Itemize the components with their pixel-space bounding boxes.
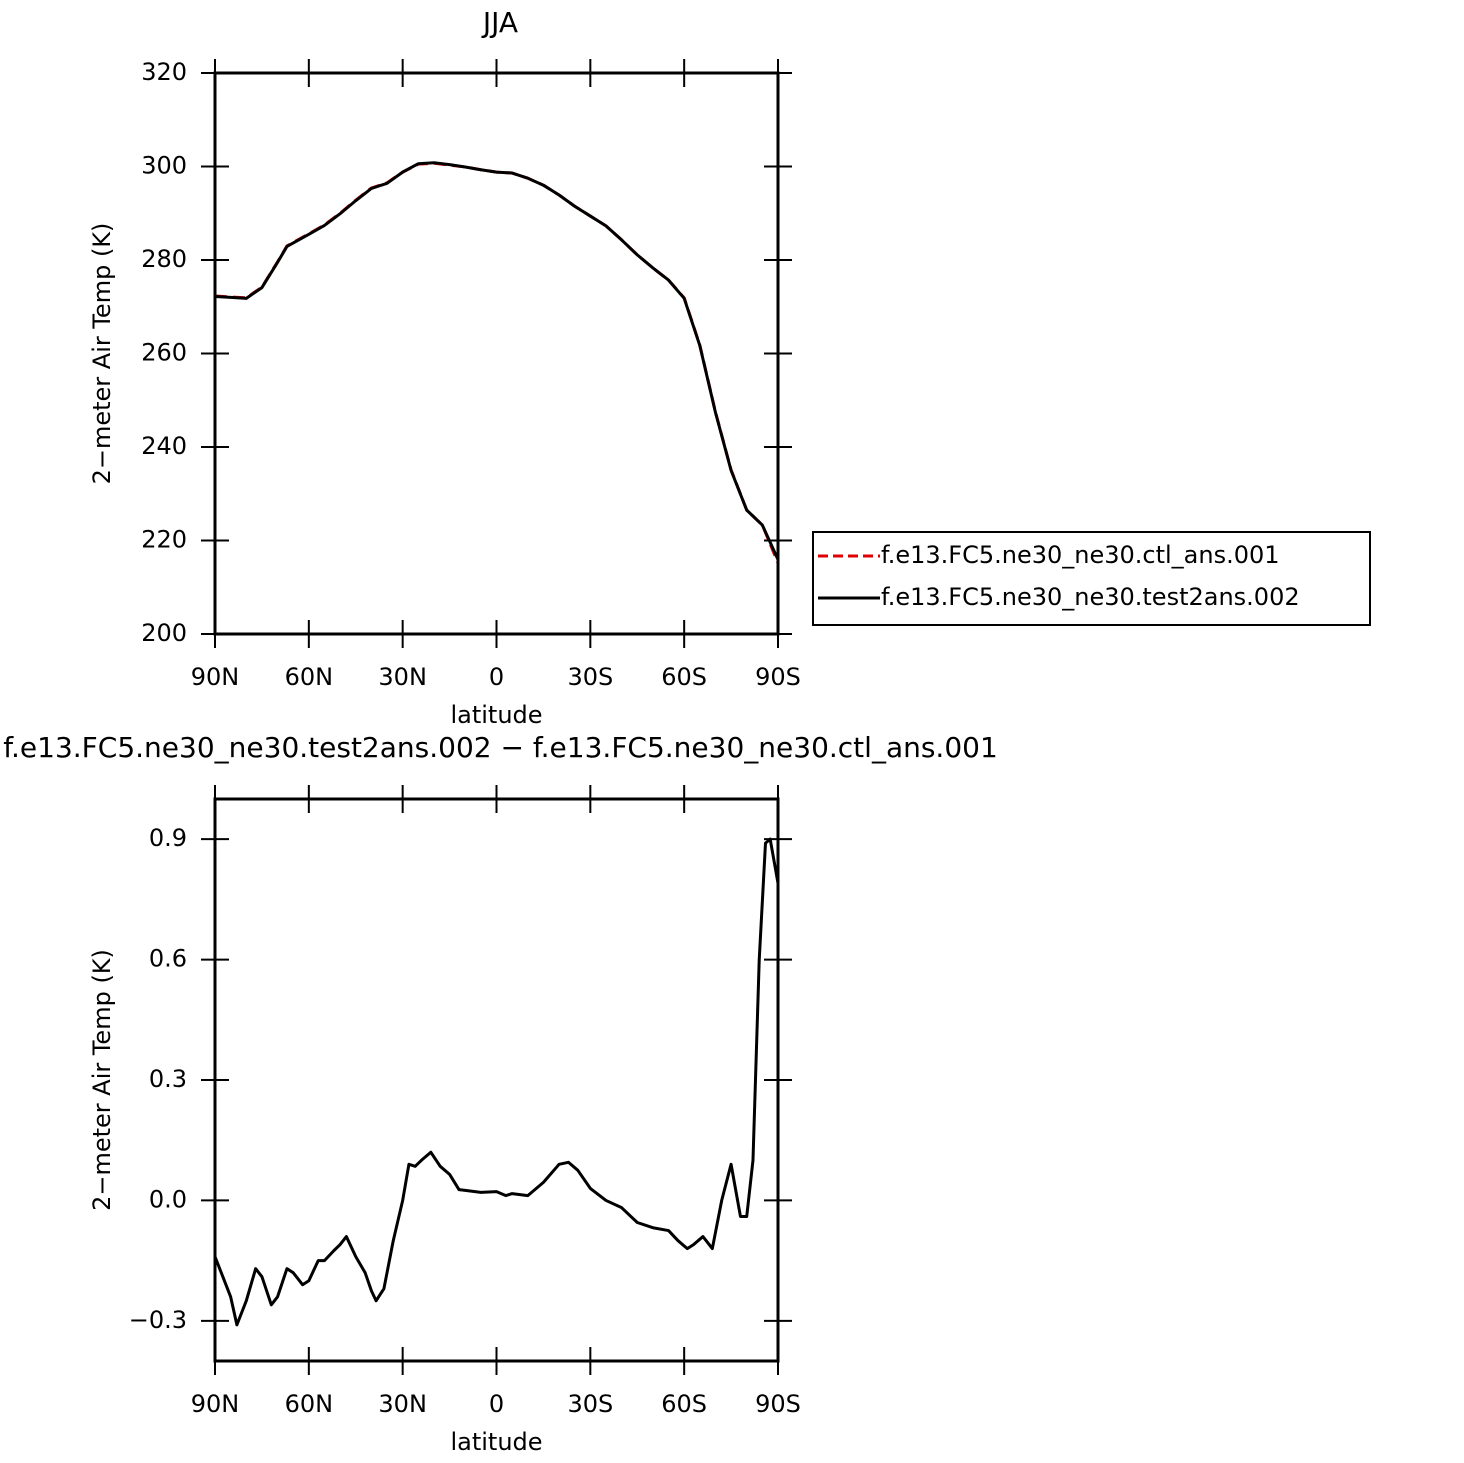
x-tick-label: 60S (661, 663, 707, 691)
y-tick-label: 0.9 (149, 824, 187, 852)
y-tick-label: 280 (141, 245, 187, 273)
x-tick-label: 60N (285, 1390, 334, 1418)
x-tick-label: 90N (191, 663, 240, 691)
y-tick-label: 200 (141, 619, 187, 647)
series-line (213, 837, 780, 1327)
y-tick-label: 0.6 (149, 945, 187, 973)
plot-frame (213, 797, 780, 1363)
x-tick-label: 60S (661, 1390, 707, 1418)
y-tick-label: 240 (141, 432, 187, 460)
y-tick-label: 0.3 (149, 1065, 187, 1093)
series-line (214, 161, 780, 561)
legend-label: f.e13.FC5.ne30_ne30.ctl_ans.001 (881, 541, 1280, 569)
x-tick-label: 90S (755, 1390, 801, 1418)
y-axis-label: 2−meter Air Temp (K) (88, 949, 116, 1211)
x-tick-label: 30N (378, 1390, 427, 1418)
x-tick-label: 30S (567, 1390, 613, 1418)
x-axis-label: latitude (450, 1428, 542, 1456)
y-tick-label: 220 (141, 526, 187, 554)
chart-title: JJA (481, 6, 518, 39)
y-tick-label: 320 (141, 58, 187, 86)
y-axis-label: 2−meter Air Temp (K) (88, 223, 116, 485)
x-tick-label: 0 (489, 663, 504, 691)
y-tick-label: −0.3 (129, 1306, 187, 1334)
x-tick-label: 90S (755, 663, 801, 691)
y-tick-label: 260 (141, 339, 187, 367)
x-tick-label: 60N (285, 663, 334, 691)
x-tick-label: 30N (378, 663, 427, 691)
legend-label: f.e13.FC5.ne30_ne30.test2ans.002 (881, 583, 1300, 611)
y-tick-label: 300 (141, 152, 187, 180)
x-tick-label: 90N (191, 1390, 240, 1418)
series-line (214, 161, 780, 564)
x-tick-label: 30S (567, 663, 613, 691)
y-tick-label: 0.0 (149, 1185, 187, 1213)
x-axis-label: latitude (450, 701, 542, 729)
legend-box (812, 531, 1371, 626)
chart-title: f.e13.FC5.ne30_ne30.test2ans.002 − f.e13… (3, 731, 998, 764)
plot-frame (213, 71, 780, 636)
x-tick-label: 0 (489, 1390, 504, 1418)
